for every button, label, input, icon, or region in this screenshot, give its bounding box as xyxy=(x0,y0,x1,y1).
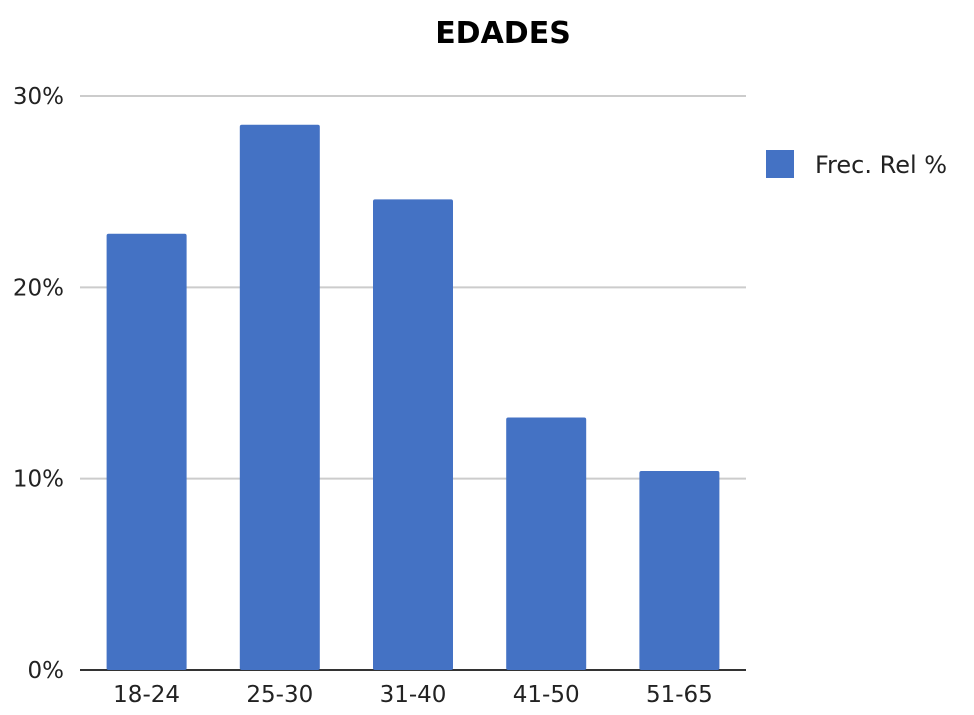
bar-25-30 xyxy=(239,124,320,670)
bars xyxy=(106,124,720,670)
x-axis-ticks: 18-24 25-30 31-40 41-50 51-65 xyxy=(113,682,713,708)
bar-51-65 xyxy=(639,471,720,670)
bar-18-24 xyxy=(106,233,187,670)
x-tick-label: 18-24 xyxy=(113,682,180,708)
legend-label: Frec. Rel % xyxy=(815,151,947,179)
x-tick-label: 41-50 xyxy=(513,682,580,708)
x-tick-label: 51-65 xyxy=(646,682,713,708)
bar-41-50 xyxy=(506,417,587,670)
x-tick-label: 25-30 xyxy=(246,682,313,708)
chart-title: EDADES xyxy=(435,16,571,51)
x-tick-label: 31-40 xyxy=(380,682,447,708)
legend-swatch xyxy=(766,150,794,178)
y-axis-ticks: 0% 10% 20% 30% xyxy=(13,84,64,684)
y-tick-label: 10% xyxy=(13,467,64,493)
y-tick-label: 20% xyxy=(13,275,64,301)
bar-31-40 xyxy=(373,199,453,670)
legend: Frec. Rel % xyxy=(766,150,947,179)
y-tick-label: 0% xyxy=(28,658,65,684)
y-tick-label: 30% xyxy=(13,84,64,110)
